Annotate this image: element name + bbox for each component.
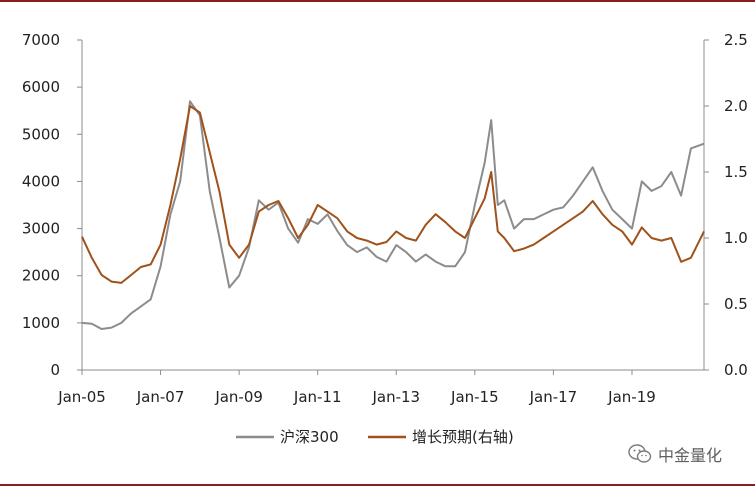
x-tick-label: Jan-13 [371, 388, 420, 406]
legend-label-2: 增长预期(右轴) [412, 428, 514, 446]
x-tick-label: Jan-05 [57, 388, 106, 406]
y-left-tick-label: 2000 [22, 267, 60, 285]
y-left-tick-label: 4000 [22, 172, 60, 190]
y-right-tick-label: 0.0 [724, 361, 748, 379]
x-tick-label: Jan-07 [136, 388, 185, 406]
series [81, 100, 705, 330]
watermark: 中金量化 [628, 441, 722, 467]
series-line-2 [81, 105, 705, 284]
y-left-tick-label: 3000 [22, 220, 60, 238]
series-line-1 [81, 100, 705, 330]
y-left-tick-label: 0 [50, 361, 60, 379]
x-tick-label: Jan-09 [214, 388, 263, 406]
y-right-tick-label: 2.0 [724, 97, 748, 115]
axes: 0 1000 2000 3000 4000 5000 6000 7000 0.0 0.5 1.0 1.… [22, 31, 748, 406]
bottom-rule [0, 484, 755, 486]
y-left-tick-label: 7000 [22, 31, 60, 49]
y-left-tick-label: 5000 [22, 125, 60, 143]
x-tick-label: Jan-15 [450, 388, 499, 406]
x-tick-label: Jan-11 [293, 388, 342, 406]
y-right-tick-label: 1.5 [724, 163, 748, 181]
y-right-tick-label: 0.5 [724, 295, 748, 313]
y-left-tick-label: 1000 [22, 314, 60, 332]
x-tick-label: Jan-17 [529, 388, 578, 406]
watermark-text: 中金量化 [658, 446, 723, 465]
top-rule [0, 0, 755, 2]
y-right-tick-label: 1.0 [724, 229, 748, 247]
wechat-icon [628, 444, 652, 463]
legend: 沪深300 增长预期(右轴) [236, 428, 514, 446]
y-left-tick-label: 6000 [22, 78, 60, 96]
x-tick-label: Jan-19 [607, 388, 656, 406]
legend-label-1: 沪深300 [280, 428, 339, 446]
y-right-tick-label: 2.5 [724, 31, 748, 49]
